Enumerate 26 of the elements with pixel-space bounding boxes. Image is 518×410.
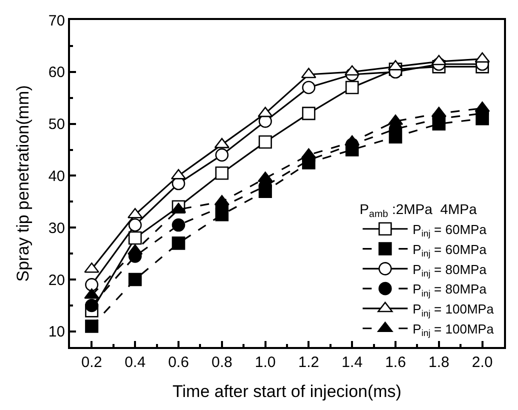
- x-tick-label: 1.0: [254, 354, 276, 371]
- y-tick-label: 70: [48, 12, 65, 30]
- x-tick-label: 2.0: [472, 354, 493, 371]
- legend-title: P$_{amb}$ :2MPa 4MPa: [360, 200, 477, 220]
- x-tick-label: 0.8: [211, 354, 232, 371]
- x-axis-title: Time after start of injecion(ms): [172, 382, 402, 401]
- x-tick-label: 1.4: [342, 354, 363, 371]
- legend-label: P$_{inj}$ = 100MPa: [412, 302, 494, 318]
- x-tick-label: 0.2: [81, 354, 102, 371]
- y-axis-title: Spray tip penetration(mm): [13, 85, 32, 282]
- y-tick-label: 10: [48, 324, 65, 341]
- x-tick-label: 1.2: [298, 354, 320, 371]
- legend-label: P$_{inj}$ = 60MPa: [412, 222, 488, 239]
- y-tick-label: 20: [48, 272, 65, 289]
- legend-label: P$_{inj}$ = 80MPa: [412, 262, 488, 278]
- x-tick-label: 1.6: [385, 354, 406, 371]
- y-tick-label: 60: [48, 64, 65, 82]
- x-tick-label: 0.6: [168, 354, 189, 371]
- y-tick-label: 30: [48, 220, 65, 237]
- y-tick-label: 40: [48, 168, 65, 185]
- legend-label: P$_{inj}$ = 80MPa: [412, 282, 488, 298]
- x-tick-label: 1.8: [428, 354, 450, 371]
- legend-label: P$_{inj}$ = 60MPa: [412, 242, 488, 259]
- y-tick-label: 50: [48, 116, 65, 134]
- x-tick-label: 0.4: [124, 354, 146, 371]
- legend-label: P$_{inj}$ = 100MPa: [412, 321, 494, 338]
